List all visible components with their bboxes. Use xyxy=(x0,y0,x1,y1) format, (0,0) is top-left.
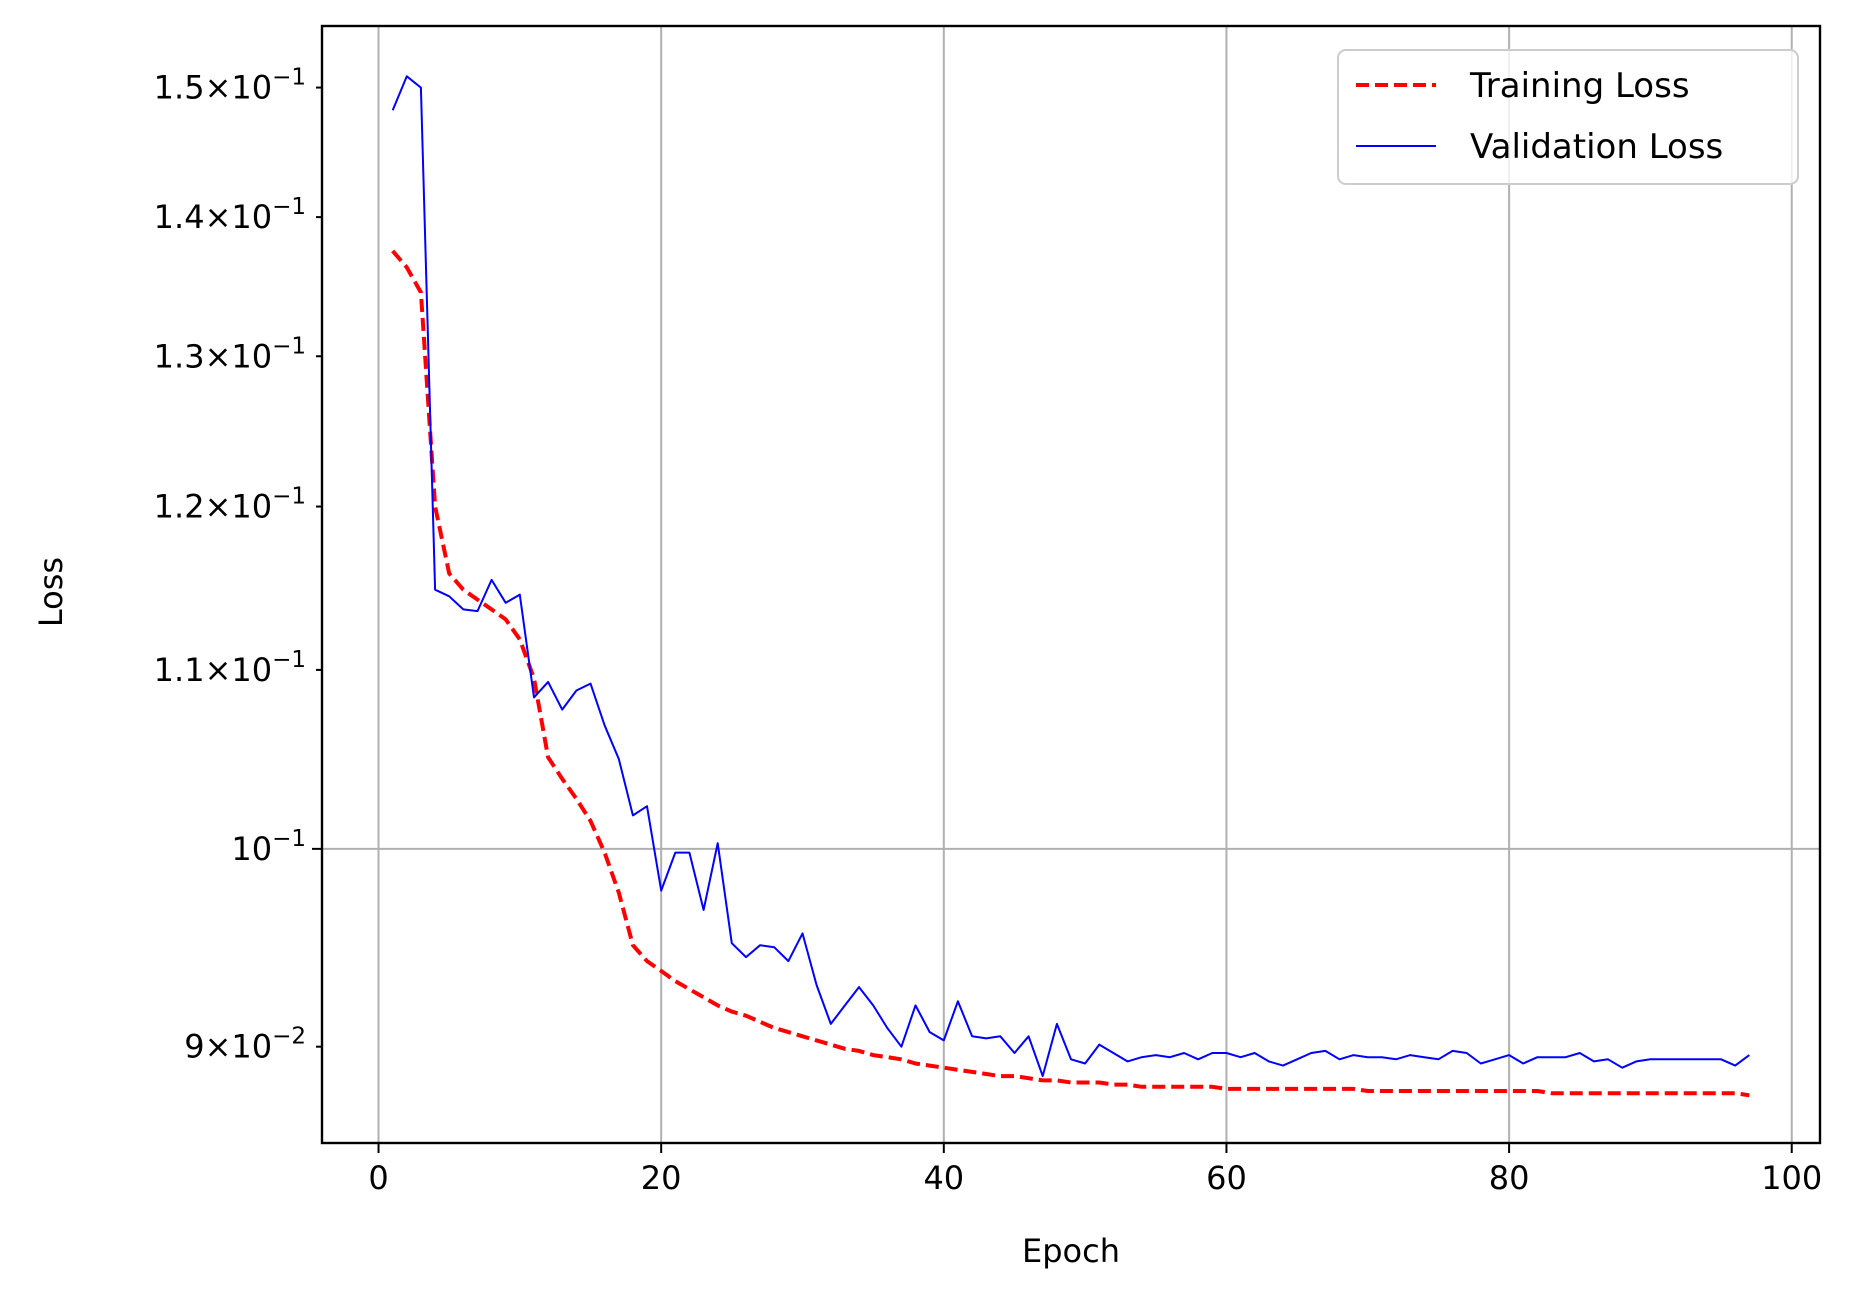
x-tick-label: 80 xyxy=(1489,1159,1530,1197)
y-axis-label: Loss xyxy=(32,557,70,627)
y-tick-label: 1.5×10−1 xyxy=(154,65,306,107)
x-tick-label: 100 xyxy=(1761,1159,1822,1197)
legend-box xyxy=(1337,49,1799,185)
grid xyxy=(322,26,1820,1143)
x-tick-label: 0 xyxy=(368,1159,388,1197)
y-tick-label: 1.3×10−1 xyxy=(154,333,306,375)
x-axis-label: Epoch xyxy=(1022,1232,1120,1270)
x-tick-label: 20 xyxy=(641,1159,682,1197)
x-tick-label: 40 xyxy=(923,1159,964,1197)
x-axis-ticks: 0 20 40 60 80 100 xyxy=(368,1143,1822,1197)
x-tick-label: 60 xyxy=(1206,1159,1247,1197)
plot-frame xyxy=(320,24,1822,1145)
y-axis-ticks: 9×10−2 10−1 1.1×10−1 1.2×10−1 1.3×10−1 1.4×10… xyxy=(154,65,322,1066)
series-line-training-loss xyxy=(391,249,1750,1098)
series-line-validation-loss xyxy=(391,75,1750,1078)
legend-label-training-loss: Training Loss xyxy=(1469,66,1690,106)
y-tick-label: 1.4×10−1 xyxy=(154,194,306,236)
legend-label-validation-loss: Validation Loss xyxy=(1470,127,1723,167)
y-tick-label: 1.1×10−1 xyxy=(154,647,306,689)
y-tick-label: 10−1 xyxy=(231,826,306,868)
y-tick-label: 1.2×10−1 xyxy=(154,484,306,526)
series-layer xyxy=(391,75,1750,1098)
y-tick-label: 9×10−2 xyxy=(184,1024,306,1066)
legend: Training Loss Validation Loss xyxy=(1337,49,1799,185)
